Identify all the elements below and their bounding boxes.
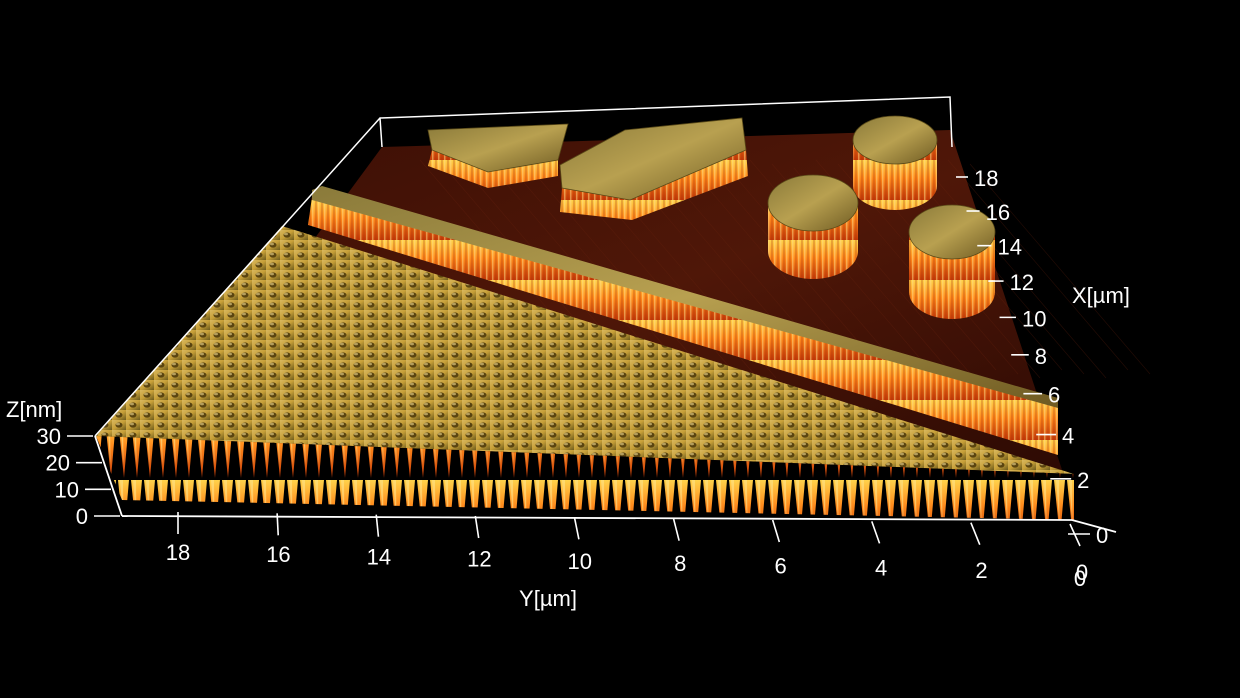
y-tick <box>871 521 881 544</box>
x-tick-label: 12 <box>1010 270 1034 295</box>
x-tick-label: 4 <box>1062 424 1074 449</box>
z-axis-line <box>94 435 123 517</box>
trapezoid-pad-top <box>427 123 569 173</box>
z-axis-title: Z[nm] <box>6 397 62 422</box>
y-tick-label: 12 <box>467 547 491 572</box>
x-tick-label: 2 <box>1077 468 1089 493</box>
cylinder-middle-top <box>767 174 859 232</box>
surface-layer <box>96 115 1151 520</box>
y-tick <box>970 522 981 545</box>
cylinder-top-right-top <box>852 115 938 165</box>
y-zero-label: 0 <box>1074 566 1086 591</box>
x-tick-label: 8 <box>1035 344 1047 369</box>
y-tick-label: 18 <box>166 540 190 565</box>
x-tick-label: 18 <box>974 166 998 191</box>
y-tick-label: 0 <box>1076 560 1088 585</box>
x-tick-label: 0 <box>1096 523 1108 548</box>
cylinder-lower-right-top <box>908 204 996 260</box>
x-tick-label: 6 <box>1048 383 1060 408</box>
z-tick-label: 0 <box>76 504 88 529</box>
y-axis-line <box>121 515 1073 521</box>
y-tick <box>771 519 781 543</box>
y-tick-label: 8 <box>674 551 686 576</box>
x-tick-label: 14 <box>997 235 1021 260</box>
ridge-wall-side <box>308 197 1058 455</box>
long-bar-pad-side <box>560 150 748 220</box>
honeycomb-lattice-top <box>96 226 1074 474</box>
frame-back-edges <box>94 96 953 437</box>
y-tick-label: 6 <box>775 553 787 578</box>
y-tick-label: 14 <box>367 544 391 569</box>
y-tick <box>1069 523 1081 547</box>
honeycomb-lattice-front <box>96 436 1074 520</box>
z-tick-label: 10 <box>55 477 79 502</box>
y-axis-title: Y[µm] <box>519 586 577 611</box>
long-bar-pad-top <box>559 117 747 201</box>
trapezoid-pad-side <box>428 150 558 188</box>
y-tick-label: 2 <box>975 558 987 583</box>
y-tick-label: 10 <box>568 549 592 574</box>
y-tick-label: 4 <box>875 556 887 581</box>
axes-layer: 0102030Z[nm]024681012141618Y[µm]02468101… <box>6 96 1130 611</box>
y-tick <box>573 517 580 540</box>
floor-texture-line <box>969 163 1151 375</box>
x-tick-label: 10 <box>1022 306 1046 331</box>
ridge-wall-top <box>312 186 1058 408</box>
y-tick <box>375 514 380 537</box>
z-tick-label: 30 <box>37 424 61 449</box>
z-tick-label: 20 <box>46 451 70 476</box>
y-tick-label: 16 <box>266 542 290 567</box>
x-axis-title: X[µm] <box>1072 283 1130 308</box>
y-tick <box>672 518 680 541</box>
frame-back-left-edge <box>379 117 383 148</box>
y-tick <box>276 513 280 536</box>
x-axis-base <box>1071 519 1117 533</box>
floor-texture-line <box>925 167 1107 379</box>
floor-texture-line <box>947 159 1129 371</box>
y-tick <box>474 515 480 539</box>
x-tick-label: 16 <box>986 200 1010 225</box>
